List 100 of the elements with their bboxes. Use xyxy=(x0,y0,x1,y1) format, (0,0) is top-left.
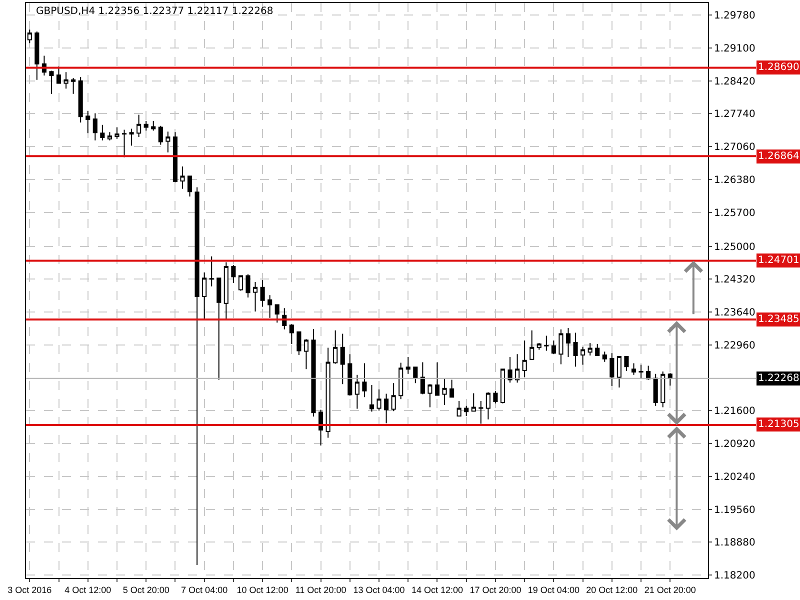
candlestick xyxy=(536,342,542,350)
candlestick xyxy=(114,126,120,140)
x-tick-label: 11 Oct 20:00 xyxy=(295,584,346,595)
candlestick xyxy=(340,333,345,385)
candlestick xyxy=(348,354,352,396)
y-tick-label: 1.27740 xyxy=(714,109,756,120)
candlestick xyxy=(610,352,614,387)
candlestick xyxy=(238,275,243,292)
candlestick xyxy=(530,330,534,360)
x-tick-label: 7 Oct 04:00 xyxy=(181,584,228,595)
y-tick-label: 1.28420 xyxy=(714,76,756,88)
candlestick xyxy=(660,371,666,408)
x-tick-label: 3 Oct 2016 xyxy=(8,584,52,595)
candlestick xyxy=(56,66,62,84)
candlestick xyxy=(318,409,324,446)
candlestick xyxy=(602,351,607,362)
candlestick xyxy=(172,132,178,183)
candlestick xyxy=(551,340,556,355)
candlestick xyxy=(333,330,338,364)
candlestick xyxy=(544,335,549,352)
candlestick xyxy=(508,356,512,384)
candlestick xyxy=(86,110,90,134)
candlestick xyxy=(151,120,156,132)
candlestick xyxy=(384,393,389,424)
ref-line-label: 1.28690 xyxy=(758,62,800,73)
candlestick xyxy=(289,324,294,344)
x-tick-label: 17 Oct 20:00 xyxy=(470,584,522,595)
candlestick xyxy=(580,346,586,366)
y-tick-label: 1.22960 xyxy=(714,340,756,352)
candlestick xyxy=(464,405,469,416)
candlestick xyxy=(166,131,170,153)
candlestick xyxy=(588,342,592,356)
candlestick xyxy=(515,354,520,384)
y-tick-label: 1.18880 xyxy=(714,538,756,549)
candlestick xyxy=(434,362,440,396)
candlestick xyxy=(158,125,163,146)
candlestick xyxy=(631,362,636,376)
candlestick xyxy=(246,274,250,298)
candlestick xyxy=(260,280,265,308)
candlestick xyxy=(413,366,418,384)
candlestick xyxy=(668,372,672,386)
candlestick xyxy=(406,356,410,374)
y-tick-label: 1.29100 xyxy=(714,43,756,54)
candlestick xyxy=(129,128,134,146)
candlestick xyxy=(646,365,651,380)
y-tick-label: 1.26380 xyxy=(714,175,756,186)
ref-line-label: 1.26864 xyxy=(758,151,800,162)
candlestick xyxy=(78,76,83,123)
x-tick-label: 13 Oct 04:00 xyxy=(353,584,405,595)
candlestick xyxy=(486,392,490,420)
y-tick-label: 1.18200 xyxy=(714,570,756,582)
y-tick-label: 1.20920 xyxy=(714,439,756,450)
candlestick xyxy=(624,356,629,372)
candlestick xyxy=(194,186,200,566)
candlestick xyxy=(231,264,236,284)
candlestick xyxy=(420,362,425,395)
candlestick xyxy=(144,120,148,132)
y-tick-label: 1.21600 xyxy=(714,406,756,418)
y-tick-label: 1.24320 xyxy=(714,274,756,286)
candlestick xyxy=(224,262,228,320)
y-tick-label: 1.20240 xyxy=(714,472,756,483)
candlestick xyxy=(49,70,54,94)
candlestick xyxy=(100,124,105,141)
x-tick-label: 19 Oct 04:00 xyxy=(528,584,580,595)
candlestick xyxy=(71,77,76,94)
y-tick-label: 1.25700 xyxy=(714,208,756,219)
chart-title: GBPUSD,H4 1.22356 1.22377 1.22117 1.22268 xyxy=(36,6,274,17)
candlestick xyxy=(354,374,360,410)
candlestick xyxy=(522,340,527,378)
candlestick xyxy=(268,294,272,318)
candlestick xyxy=(209,256,214,287)
candlestick xyxy=(202,272,207,320)
candlestick xyxy=(595,343,600,356)
candlestick xyxy=(311,328,316,417)
x-tick-label: 14 Oct 12:00 xyxy=(411,584,464,595)
x-tick-label: 10 Oct 12:00 xyxy=(236,584,288,595)
candlestick xyxy=(573,332,578,368)
x-tick-label: 4 Oct 12:00 xyxy=(64,584,112,595)
candlestick xyxy=(304,338,309,370)
ref-line-label: 1.23485 xyxy=(758,314,800,325)
candlestick xyxy=(428,384,432,408)
candlestick xyxy=(450,379,454,398)
candlestick xyxy=(107,132,112,141)
candlestick xyxy=(180,166,185,190)
y-tick-label: 1.27060 xyxy=(714,142,756,154)
candlestick xyxy=(362,362,367,398)
candlestick xyxy=(391,382,396,412)
candlestick xyxy=(500,368,506,404)
candlestick xyxy=(34,31,40,80)
ref-line-label: 1.24701 xyxy=(758,255,800,266)
ref-line-label: 1.22268 xyxy=(758,373,800,384)
candlestick xyxy=(92,112,98,141)
candlestick xyxy=(558,328,564,365)
candlestick xyxy=(456,400,462,417)
y-tick-label: 1.29780 xyxy=(714,10,756,22)
candlestick xyxy=(471,392,476,412)
candlestick xyxy=(638,364,644,380)
candlestick xyxy=(64,72,68,90)
candlestick xyxy=(653,373,658,406)
candlestick xyxy=(493,390,498,404)
